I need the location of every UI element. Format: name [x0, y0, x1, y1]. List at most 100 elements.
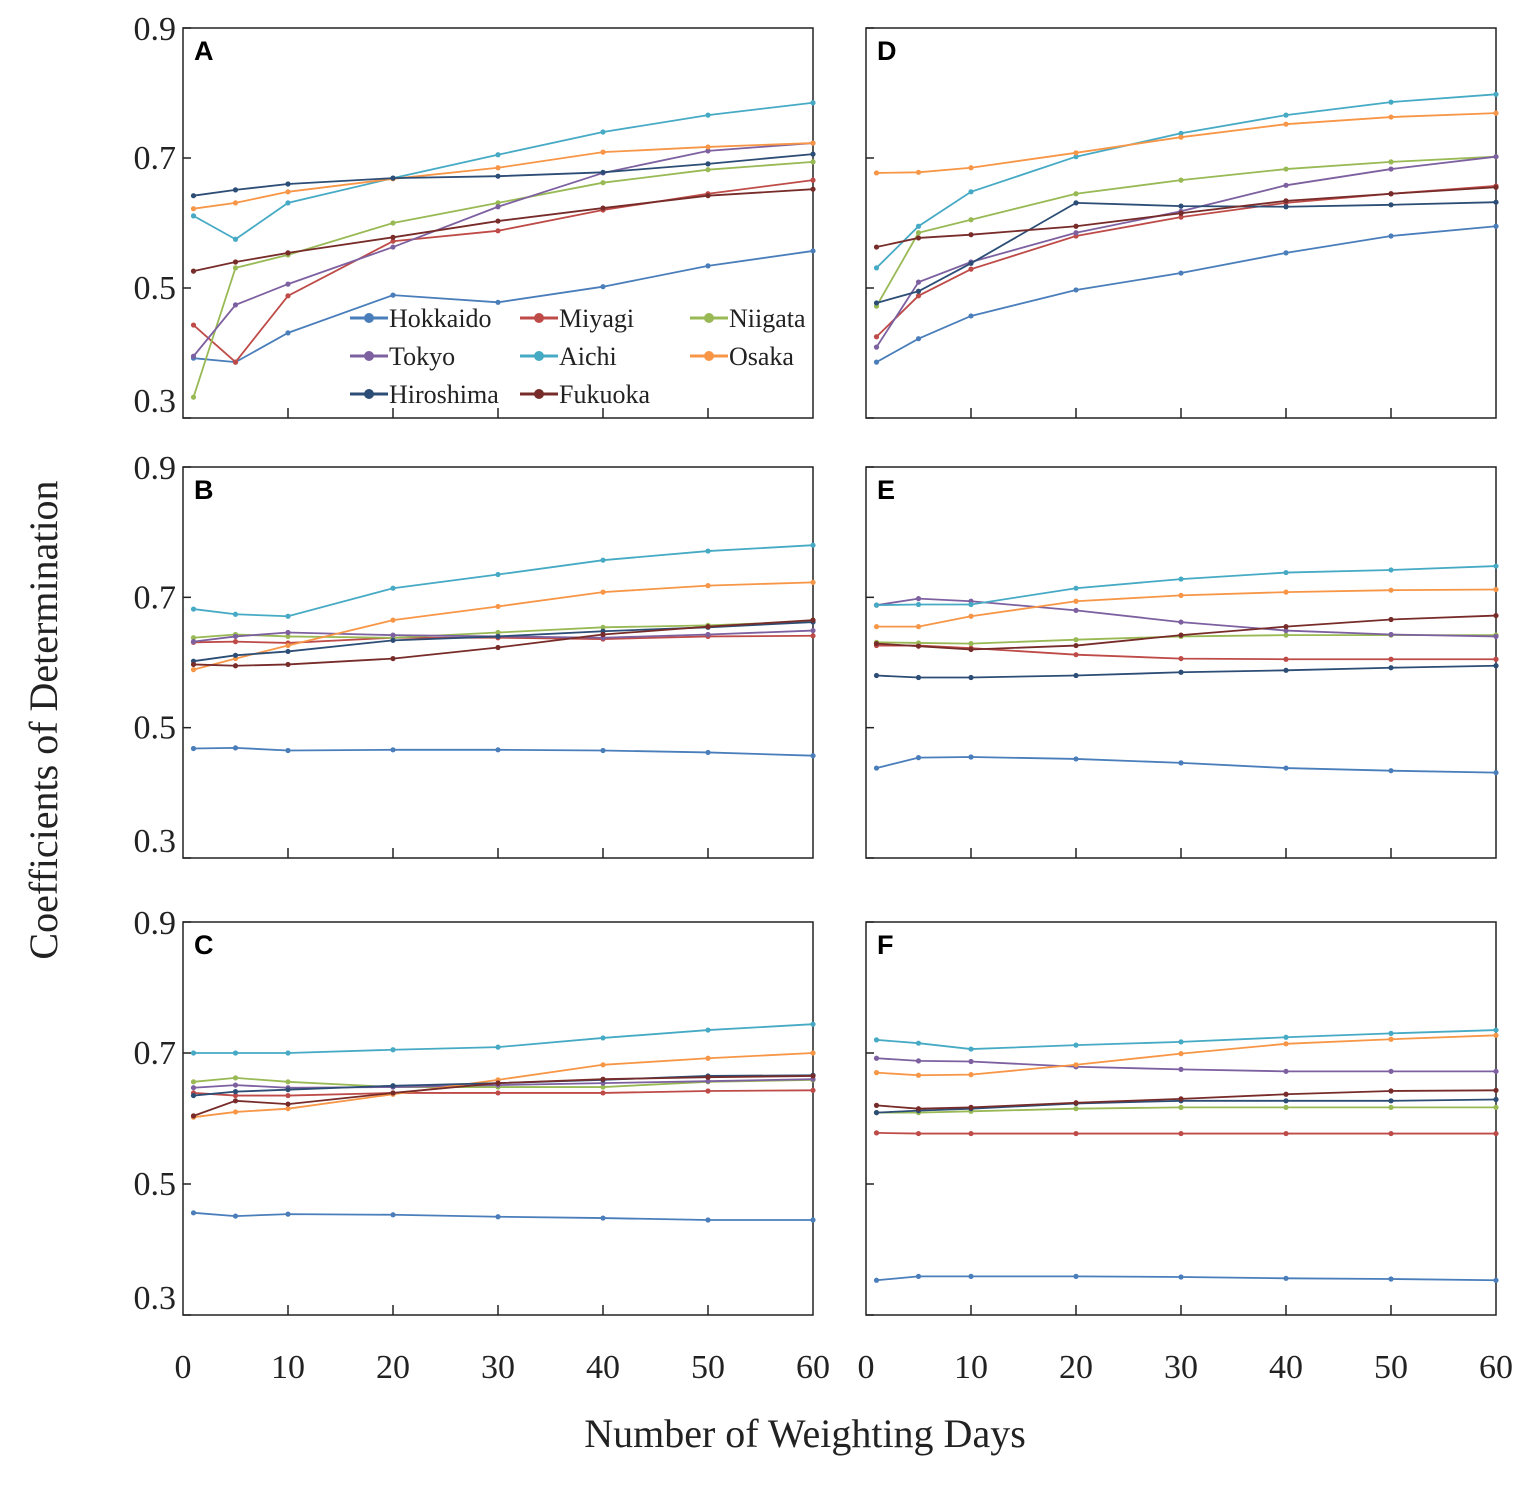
- series-hokkaido: [190, 1210, 816, 1223]
- data-point: [495, 299, 501, 305]
- series-line: [193, 619, 814, 667]
- plot-frame: [865, 466, 1497, 859]
- data-point: [285, 1087, 291, 1093]
- data-point: [1388, 1036, 1394, 1042]
- data-point: [1283, 112, 1289, 118]
- data-point: [495, 1214, 501, 1220]
- data-point: [600, 129, 606, 135]
- data-point: [190, 606, 197, 612]
- data-point: [810, 542, 816, 548]
- data-point: [968, 1058, 974, 1065]
- data-point: [1388, 166, 1394, 172]
- data-point: [600, 1090, 606, 1096]
- data-point: [1178, 1130, 1184, 1137]
- data-point: [495, 633, 501, 640]
- data-point: [873, 344, 880, 350]
- series-line: [192, 142, 814, 357]
- data-point: [1178, 669, 1184, 675]
- legend-marker: [704, 351, 714, 361]
- data-point: [1388, 1276, 1394, 1282]
- data-point: [1283, 204, 1289, 210]
- panel-f: 0 10 20 30 40 50 60 F: [858, 921, 1513, 1386]
- data-point: [1493, 1130, 1499, 1137]
- data-point: [190, 639, 197, 645]
- data-point: [810, 579, 816, 585]
- data-point: [1283, 121, 1289, 127]
- data-point: [968, 260, 974, 266]
- data-point: [873, 1130, 880, 1136]
- data-point: [968, 165, 974, 171]
- data-point: [968, 217, 974, 223]
- data-point: [285, 661, 291, 668]
- data-point: [495, 200, 501, 206]
- y-axis-label: Coefficients of Determination: [21, 480, 66, 959]
- data-point: [1388, 1130, 1394, 1137]
- data-point: [1073, 154, 1079, 160]
- data-point: [1283, 656, 1289, 662]
- data-point: [968, 1046, 974, 1052]
- data-point: [810, 617, 816, 623]
- series-line: [193, 188, 814, 272]
- data-point: [232, 236, 239, 242]
- series-line: [193, 250, 814, 364]
- data-point: [915, 336, 922, 342]
- data-point: [1493, 1277, 1499, 1283]
- data-point: [1178, 1274, 1184, 1280]
- x-tick-label: 0: [858, 1349, 875, 1386]
- data-point: [915, 288, 922, 294]
- data-point: [1388, 159, 1394, 165]
- legend-label: Fukuoka: [559, 380, 650, 409]
- data-point: [705, 548, 711, 554]
- data-point: [1493, 1027, 1499, 1033]
- panel-letter: C: [194, 930, 214, 960]
- data-point: [1073, 200, 1079, 206]
- legend-item-aichi: Aichi: [520, 342, 617, 371]
- legend-label: Tokyo: [389, 342, 455, 371]
- x-tick-label: 30: [1164, 1349, 1198, 1386]
- data-point: [285, 250, 291, 256]
- data-point: [810, 248, 816, 254]
- data-point: [1178, 1066, 1184, 1072]
- series-hokkaido: [873, 754, 1499, 776]
- x-tick-label: 50: [691, 1349, 725, 1386]
- data-point: [915, 235, 922, 241]
- data-point: [1073, 1130, 1079, 1137]
- plot-frame: [865, 921, 1497, 1316]
- data-point: [232, 1082, 239, 1088]
- data-point: [705, 167, 711, 173]
- data-point: [232, 1089, 239, 1095]
- data-point: [285, 1211, 291, 1217]
- x-tick-label: 60: [1479, 1349, 1513, 1386]
- data-point: [285, 189, 291, 195]
- data-point: [232, 1109, 239, 1115]
- data-point: [1073, 598, 1079, 604]
- series-line: [876, 186, 1497, 248]
- data-point: [600, 624, 606, 630]
- data-point: [1388, 233, 1394, 239]
- y-tick-label: 0.3: [134, 383, 177, 420]
- x-tick-label: 50: [1374, 1349, 1408, 1386]
- data-point: [285, 613, 291, 619]
- data-point: [1388, 567, 1394, 573]
- data-point: [915, 624, 922, 630]
- data-point: [810, 151, 816, 157]
- data-point: [285, 1092, 291, 1099]
- data-point: [1073, 637, 1079, 643]
- data-point: [705, 112, 711, 118]
- data-point: [1283, 632, 1289, 638]
- series-line: [193, 101, 814, 241]
- series-line: [193, 1078, 814, 1089]
- series-line: [876, 1034, 1497, 1077]
- data-point: [1073, 1042, 1079, 1048]
- data-point: [390, 1090, 396, 1096]
- x-tick-label: 0: [175, 1349, 192, 1386]
- data-point: [1283, 182, 1289, 188]
- x-axis-label: Number of Weighting Days: [584, 1411, 1026, 1456]
- data-point: [1493, 1068, 1499, 1074]
- data-point: [810, 1087, 816, 1093]
- y-tick-label: 0.9: [134, 450, 177, 487]
- series-line: [876, 201, 1497, 304]
- data-point: [968, 601, 974, 608]
- data-point: [1388, 1104, 1394, 1110]
- legend-label: Aichi: [559, 342, 617, 371]
